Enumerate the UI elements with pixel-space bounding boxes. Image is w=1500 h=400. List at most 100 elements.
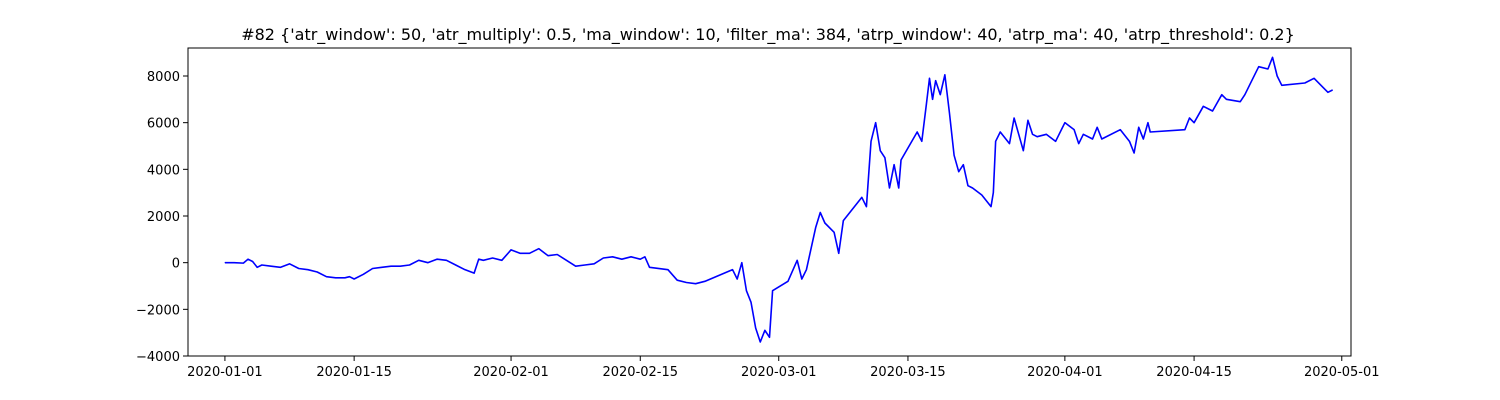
data-point [644, 256, 646, 258]
data-point [612, 256, 613, 258]
x-tick-label: 2020-01-15 [316, 365, 392, 380]
data-point [833, 231, 835, 233]
data-point [667, 269, 669, 271]
x-tick-label: 2020-03-01 [741, 365, 817, 380]
x-tick-label: 2020-02-15 [602, 365, 678, 380]
data-point [1142, 138, 1144, 140]
data-point [900, 159, 902, 161]
data-point [353, 278, 355, 280]
data-point [1133, 152, 1135, 154]
data-point [879, 150, 881, 152]
data-point [736, 278, 738, 280]
data-point [921, 140, 923, 142]
data-point [1281, 84, 1283, 86]
data-point [1046, 133, 1047, 135]
data-point [750, 301, 752, 303]
data-point [732, 269, 733, 271]
data-point [704, 280, 706, 282]
data-point [875, 122, 877, 124]
data-point [1322, 87, 1324, 89]
data-point [344, 277, 346, 279]
data-point [1202, 105, 1204, 107]
data-point [695, 283, 697, 285]
data-point [929, 77, 930, 79]
data-point [999, 131, 1001, 133]
data-point [446, 259, 447, 261]
data-point [270, 265, 272, 267]
data-point [1327, 91, 1329, 93]
y-tick-label: 0 [172, 257, 180, 272]
data-point [958, 171, 960, 173]
data-point [1249, 84, 1250, 86]
data-point [1189, 117, 1190, 119]
data-point [256, 266, 258, 268]
data-point [242, 262, 244, 264]
data-point [409, 264, 410, 266]
data-point [639, 258, 641, 260]
data-point [279, 266, 281, 268]
data-point [326, 276, 327, 278]
data-point [1147, 122, 1149, 124]
x-tick-label: 2020-04-15 [1156, 365, 1232, 380]
data-point [772, 290, 773, 292]
data-point [307, 269, 309, 271]
data-point [819, 212, 821, 213]
series-line [224, 56, 1333, 343]
data-point [967, 185, 969, 187]
data-point [1332, 89, 1333, 91]
data-point [939, 94, 941, 96]
y-tick-label: −2000 [136, 303, 180, 318]
data-point [1304, 82, 1306, 84]
data-point [686, 282, 687, 283]
y-tick-label: 4000 [147, 163, 180, 178]
data-point [1022, 150, 1024, 152]
data-point [1055, 140, 1057, 142]
data-point [884, 157, 886, 159]
data-point [990, 206, 992, 208]
data-point [764, 329, 766, 331]
data-point [298, 268, 300, 269]
data-point [418, 259, 420, 261]
data-point [787, 280, 789, 282]
data-point [1119, 129, 1121, 131]
data-point [1073, 129, 1075, 131]
data-point [1193, 122, 1195, 124]
data-point [1239, 101, 1241, 103]
data-point [649, 266, 650, 268]
data-point [1313, 77, 1315, 79]
data-point [932, 98, 933, 100]
data-point [842, 220, 844, 222]
data-point [1225, 98, 1227, 100]
data-point [1092, 138, 1093, 140]
data-point [1009, 143, 1010, 145]
data-point [1032, 133, 1033, 135]
y-tick-label: 2000 [147, 210, 180, 225]
data-point [575, 265, 577, 267]
data-point [1272, 56, 1273, 58]
data-point [584, 264, 586, 266]
data-point [478, 258, 480, 260]
data-point [224, 262, 226, 264]
data-point [316, 271, 318, 273]
data-point [972, 187, 973, 189]
data-point [935, 80, 937, 82]
data-point [870, 140, 872, 142]
data-point [1149, 131, 1151, 133]
chart-title: #82 {'atr_window': 50, 'atr_multiply': 0… [241, 25, 1295, 45]
data-point [796, 259, 798, 261]
data-point [362, 273, 364, 275]
data-point [755, 327, 757, 329]
y-tick-label: 6000 [147, 117, 180, 132]
x-tick-label: 2020-02-01 [473, 365, 549, 380]
data-point [1064, 122, 1066, 124]
data-point [1082, 133, 1084, 135]
data-point [926, 103, 927, 105]
data-point [501, 259, 503, 261]
data-point [372, 268, 373, 269]
data-point [556, 254, 558, 255]
data-point [464, 269, 466, 271]
data-point [261, 264, 263, 266]
data-point [1258, 66, 1260, 68]
x-tick-label: 2020-03-15 [870, 365, 946, 380]
